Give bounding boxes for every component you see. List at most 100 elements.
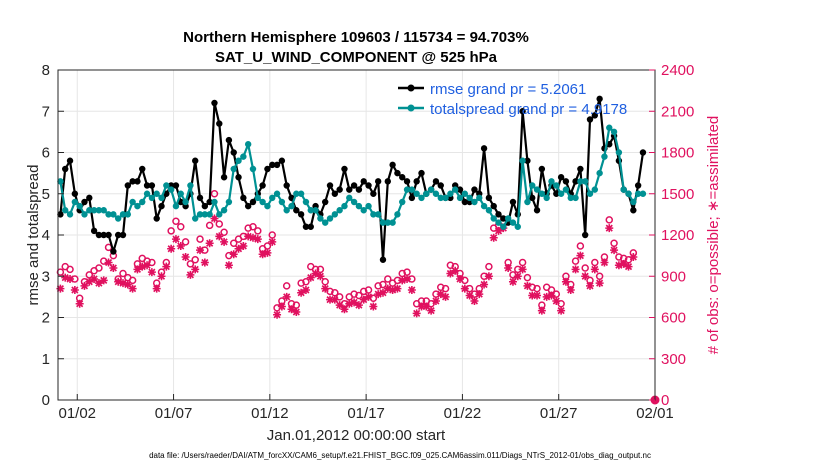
rmse-point <box>225 136 233 144</box>
obs-assimilated-point <box>354 301 363 310</box>
totalspread-point <box>326 215 334 222</box>
obs-possible-point <box>605 216 614 224</box>
obs-assimilated-point <box>398 276 407 285</box>
totalspread-point <box>283 207 290 214</box>
totalspread-point <box>442 194 449 202</box>
rmse-point <box>90 227 98 235</box>
totalspread-point <box>466 194 473 202</box>
obs-assimilated-point <box>258 250 267 259</box>
obs-assimilated-point <box>422 302 431 311</box>
rmse-point <box>533 207 541 214</box>
obs-possible-point <box>186 260 195 268</box>
obs-assimilated-point <box>600 258 609 267</box>
y-right-tick-label: 1500 <box>661 186 694 203</box>
rmse-point <box>124 182 132 189</box>
obs-assimilated-point <box>273 310 282 319</box>
obs-assimilated-point <box>513 272 522 281</box>
obs-assimilated-point <box>292 308 301 316</box>
obs-assimilated-point <box>326 295 335 304</box>
obs-possible-point <box>172 217 180 225</box>
totalspread-point <box>158 194 165 202</box>
obs-assimilated-point <box>552 297 561 305</box>
totalspread-point <box>533 186 541 193</box>
totalspread-point <box>177 190 184 197</box>
obs-assimilated-point <box>364 292 373 301</box>
obs-possible-point <box>220 228 228 236</box>
y-right-tick-label: 1200 <box>661 227 694 244</box>
totalspread-point <box>119 211 127 218</box>
obs-possible-point <box>571 257 580 265</box>
rmse-point <box>206 198 213 206</box>
obs-assimilated-point <box>200 258 209 267</box>
totalspread-point <box>639 190 647 197</box>
totalspread-point <box>211 198 218 206</box>
obs-possible-point <box>191 256 199 264</box>
obs-assimilated-point <box>244 232 253 241</box>
obs-possible-point <box>485 262 493 271</box>
totalspread-point <box>562 186 570 193</box>
totalspread-point <box>244 141 252 148</box>
rmse-point <box>437 182 444 189</box>
obs-assimilated-point <box>508 277 517 286</box>
rmse-point <box>500 215 507 222</box>
obs-assimilated-point <box>586 281 595 290</box>
rmse-point <box>71 190 79 197</box>
obs-possible-point <box>205 221 214 230</box>
totalspread-point <box>394 211 401 218</box>
obs-assimilated-point <box>99 276 108 285</box>
obs-assimilated-point <box>446 269 455 278</box>
obs-assimilated-point <box>248 233 257 242</box>
rmse-point <box>66 157 74 164</box>
rmse-point <box>485 194 493 202</box>
legend-spread-marker <box>407 104 415 112</box>
rmse-point <box>129 178 136 185</box>
obs-possible-point <box>355 291 363 300</box>
rmse-point <box>581 231 589 239</box>
totalspread-point <box>606 124 613 131</box>
rmse-point <box>192 157 199 164</box>
obs-possible-point <box>181 238 190 246</box>
obs-assimilated-point <box>624 262 633 271</box>
obs-assimilated-point <box>210 214 219 223</box>
totalspread-point <box>220 207 228 214</box>
obs-assimilated-point <box>484 272 493 281</box>
obs-assimilated-point <box>388 286 397 294</box>
rmse-point <box>278 157 286 164</box>
totalspread-point <box>336 207 343 214</box>
rmse-point <box>639 149 647 156</box>
obs-assimilated-point <box>268 237 277 246</box>
obs-assimilated-point <box>494 226 503 235</box>
rmse-point <box>471 186 478 193</box>
rmse-point <box>249 198 257 206</box>
obs-possible-point <box>350 290 358 298</box>
obs-assimilated-point <box>229 250 238 259</box>
rmse-point <box>57 211 64 218</box>
obs-assimilated-point <box>157 272 166 281</box>
rmse-point <box>408 194 416 202</box>
obs-possible-point <box>379 280 387 289</box>
totalspread-point <box>625 190 632 197</box>
totalspread-point <box>408 186 416 193</box>
rmse-point <box>394 169 401 177</box>
obs-possible-point <box>95 264 103 272</box>
totalspread-point <box>615 149 623 156</box>
totalspread-point <box>634 190 642 197</box>
rmse-point <box>302 223 310 230</box>
rmse-point <box>81 198 88 206</box>
obs-assimilated-point <box>335 301 344 310</box>
totalspread-point <box>259 198 266 206</box>
obs-assimilated-point <box>282 292 291 301</box>
rmse-point <box>553 190 560 197</box>
rmse-point <box>630 207 637 214</box>
totalspread-point <box>90 207 98 214</box>
totalspread-point <box>379 219 387 226</box>
obs-possible-point <box>167 227 175 235</box>
obs-assimilated-point <box>345 299 354 308</box>
totalspread-point <box>490 215 497 222</box>
rmse-point <box>134 178 141 185</box>
obs-assimilated-point <box>152 284 161 293</box>
totalspread-point <box>196 211 204 218</box>
rmse-point <box>384 178 391 185</box>
rmse-point <box>322 198 329 206</box>
totalspread-point <box>572 194 579 202</box>
